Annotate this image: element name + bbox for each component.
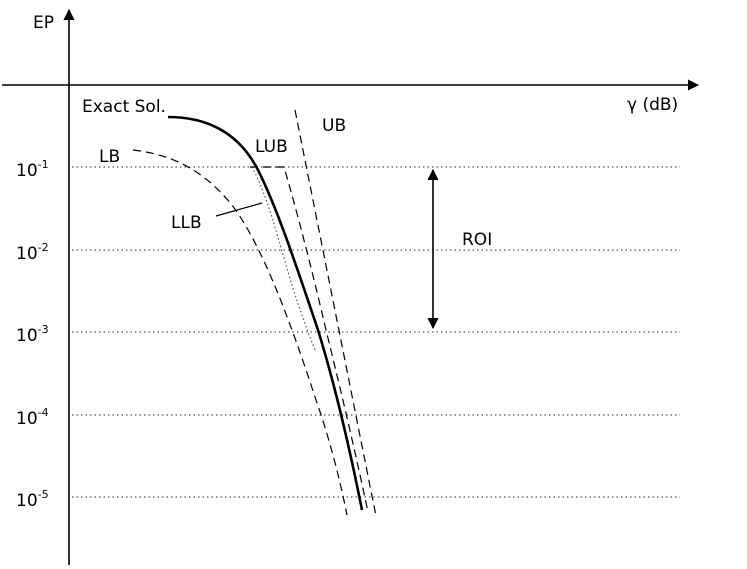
y-tick-labels: 10-1 10-2 10-3 10-4 10-5 — [16, 158, 49, 511]
lb-curve — [132, 149, 348, 516]
lb-label: LB — [99, 147, 120, 167]
lub-label: LUB — [255, 137, 288, 157]
ub-label: UB — [322, 116, 346, 136]
llb-label: LLB — [171, 213, 202, 233]
exact-solution-label: Exact Sol. — [82, 97, 166, 117]
y-tick-label: 10-1 — [16, 158, 49, 181]
y-tick-label: 10-3 — [16, 323, 49, 346]
llb-curve — [251, 166, 316, 351]
y-tick-label: 10-4 — [16, 406, 49, 429]
ub-line — [294, 109, 377, 517]
y-tick-label: 10-2 — [16, 241, 49, 264]
roi-label: ROI — [462, 230, 492, 250]
lub-curve — [250, 166, 369, 513]
llb-pointer — [215, 202, 263, 217]
y-axis-label: EP — [33, 13, 54, 33]
y-tick-label: 10-5 — [16, 488, 49, 511]
exact-solution-curve — [167, 115, 364, 511]
gridlines — [72, 166, 680, 498]
x-axis-label: γ (dB) — [627, 95, 678, 115]
